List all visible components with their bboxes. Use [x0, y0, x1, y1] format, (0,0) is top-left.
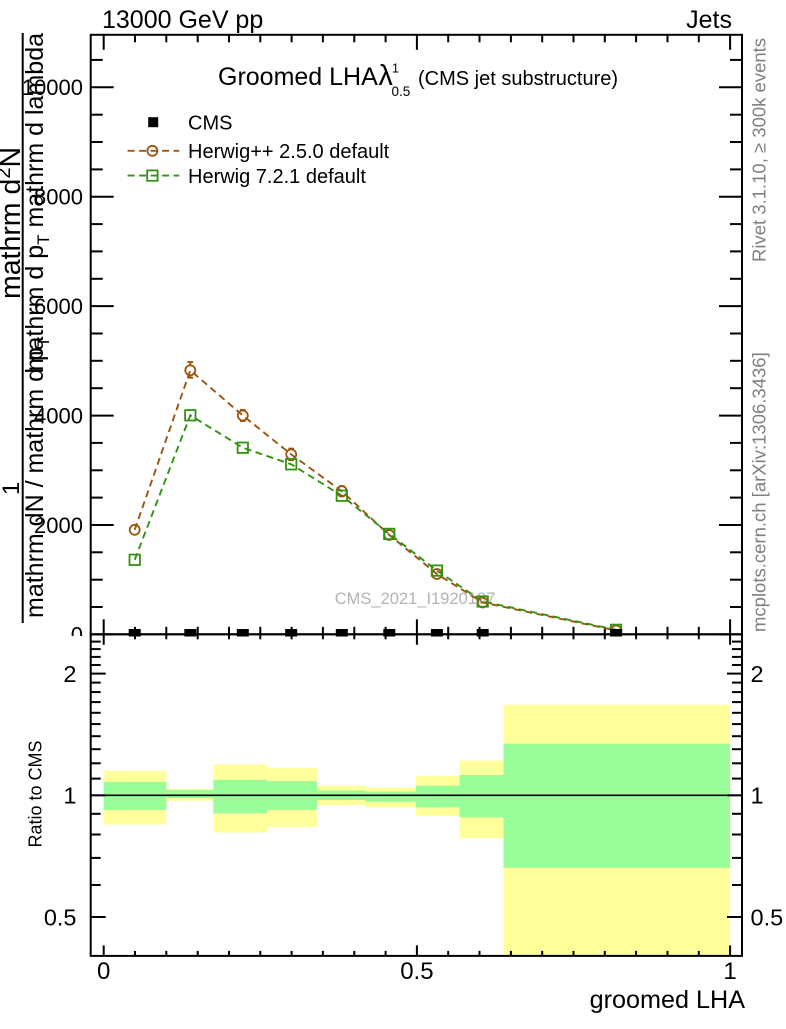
- svg-text:8000: 8000: [34, 185, 83, 210]
- svg-text:λ: λ: [379, 60, 393, 92]
- svg-text:(CMS jet substructure): (CMS jet substructure): [418, 68, 618, 90]
- svg-text:mathrm d pT mathrm d lambda: mathrm d pT mathrm d lambda: [21, 33, 53, 371]
- svg-text:4000: 4000: [34, 404, 83, 429]
- svg-text:Rivet 3.1.10, ≥ 300k events: Rivet 3.1.10, ≥ 300k events: [749, 38, 770, 262]
- svg-text:10000: 10000: [22, 75, 83, 100]
- svg-text:Ratio to CMS: Ratio to CMS: [26, 740, 46, 847]
- svg-text:13000 GeV pp: 13000 GeV pp: [102, 6, 263, 34]
- svg-text:1: 1: [63, 783, 76, 809]
- svg-text:2: 2: [63, 661, 76, 687]
- svg-text:Herwig 7.2.1 default: Herwig 7.2.1 default: [188, 166, 366, 188]
- svg-text:mathrm dN / mathrm d pT: mathrm dN / mathrm d pT: [21, 337, 53, 618]
- svg-text:0.5: 0.5: [44, 904, 77, 930]
- svg-text:Groomed LHA: Groomed LHA: [218, 63, 378, 91]
- svg-text:mcplots.cern.ch [arXiv:1306.34: mcplots.cern.ch [arXiv:1306.3436]: [749, 352, 770, 632]
- svg-text:1: 1: [392, 61, 399, 75]
- svg-text:Herwig++ 2.5.0 default: Herwig++ 2.5.0 default: [188, 141, 390, 163]
- svg-text:0: 0: [97, 958, 110, 985]
- svg-text:0.5: 0.5: [751, 904, 784, 930]
- svg-text:CMS: CMS: [188, 113, 232, 135]
- svg-text:CMS_2021_I1920187: CMS_2021_I1920187: [335, 590, 496, 608]
- svg-text:2000: 2000: [34, 513, 83, 538]
- svg-text:groomed LHA: groomed LHA: [590, 986, 746, 1014]
- svg-text:0.5: 0.5: [392, 84, 411, 99]
- svg-text:Jets: Jets: [686, 6, 732, 34]
- svg-text:1: 1: [723, 958, 736, 985]
- svg-text:1: 1: [0, 482, 25, 495]
- svg-text:6000: 6000: [34, 294, 83, 319]
- svg-text:0.5: 0.5: [400, 958, 433, 985]
- svg-text:2: 2: [751, 661, 764, 687]
- svg-text:1: 1: [751, 783, 764, 809]
